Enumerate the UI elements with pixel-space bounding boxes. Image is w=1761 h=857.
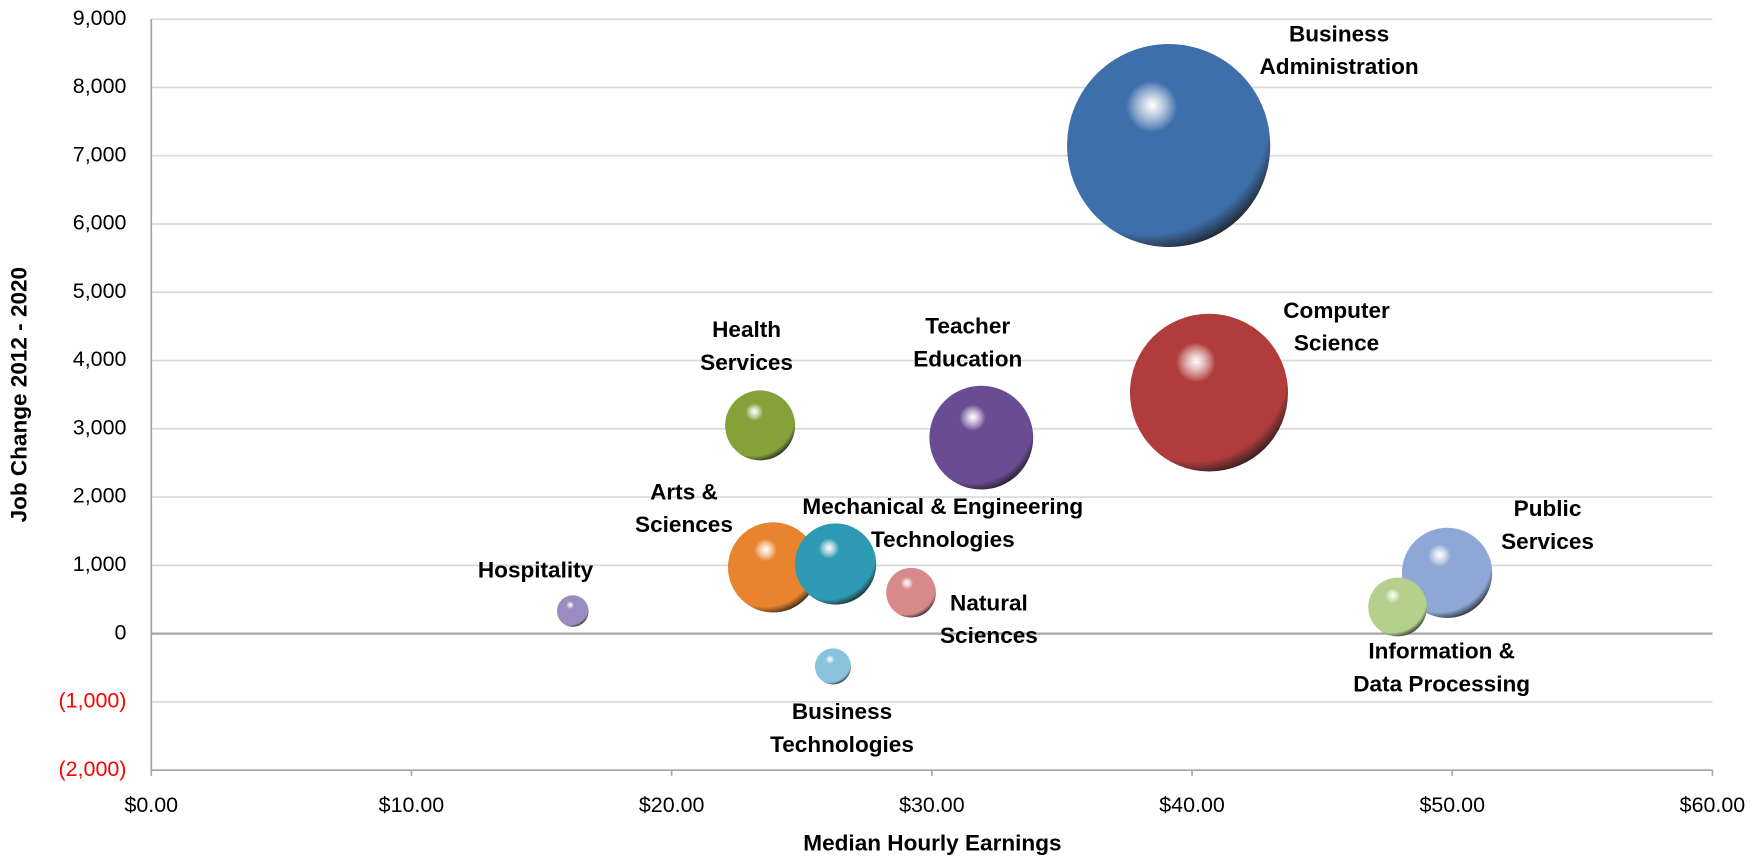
x-tick-label: $40.00 (1159, 793, 1225, 817)
bubble-label: Natural (950, 590, 1028, 615)
bubble (794, 523, 877, 605)
bubble (727, 522, 819, 613)
bubble-label: Sciences (635, 512, 733, 537)
bubble-label: Services (1501, 529, 1594, 554)
bubble (1067, 43, 1271, 247)
bubble (1129, 313, 1288, 472)
y-tick-label: 3,000 (73, 415, 127, 439)
bubble (1368, 577, 1427, 637)
bubble-label: Technologies (871, 527, 1015, 552)
bubble-label: Information & (1368, 639, 1515, 664)
bubble (886, 567, 936, 618)
y-tick-label: 1,000 (73, 552, 127, 576)
x-tick-label: $30.00 (899, 793, 965, 817)
bubble-label: Business (792, 699, 892, 724)
bubble-label: Technologies (770, 732, 914, 757)
x-tick-label: $10.00 (379, 793, 445, 817)
y-tick-label: 0 (115, 620, 127, 644)
y-tick-label: 5,000 (73, 279, 127, 303)
bubble-label: Data Processing (1353, 671, 1530, 696)
bubble-label: Hospitality (478, 558, 594, 583)
y-tick-label: 2,000 (73, 484, 127, 508)
x-tick-label: $50.00 (1419, 793, 1485, 817)
y-tick-label: 6,000 (73, 211, 127, 235)
x-tick-label: $60.00 (1680, 793, 1746, 817)
bubble-label: Sciences (940, 623, 1038, 648)
bubble-label: Teacher (925, 314, 1010, 339)
bubble-label: Health (712, 317, 781, 342)
bubble (556, 595, 589, 627)
y-tick-label: 7,000 (73, 142, 127, 166)
x-axis-title: Median Hourly Earnings (803, 831, 1061, 856)
bubble-label: Business (1289, 21, 1389, 46)
bubble-label: Public (1514, 496, 1582, 521)
bubble-label: Administration (1260, 54, 1419, 79)
y-tick-label: 8,000 (73, 74, 127, 98)
x-tick-label: $0.00 (124, 793, 178, 817)
bubble-label: Arts & (650, 480, 718, 505)
x-tick-label: $20.00 (639, 793, 705, 817)
y-tick-label: 4,000 (73, 347, 127, 371)
bubble-label: Science (1294, 331, 1379, 356)
y-tick-label: (1,000) (59, 689, 127, 713)
bubble-label: Education (913, 346, 1022, 371)
bubble-label: Services (700, 350, 793, 375)
y-tick-label: (2,000) (59, 757, 127, 781)
y-tick-label: 9,000 (73, 6, 127, 30)
y-axis-title: Job Change 2012 - 2020 (6, 267, 31, 523)
bubble (725, 390, 796, 461)
bubble-label: Mechanical & Engineering (802, 494, 1083, 519)
bubble-label: Computer (1283, 298, 1390, 323)
bubble (814, 648, 852, 685)
bubble (929, 385, 1034, 490)
